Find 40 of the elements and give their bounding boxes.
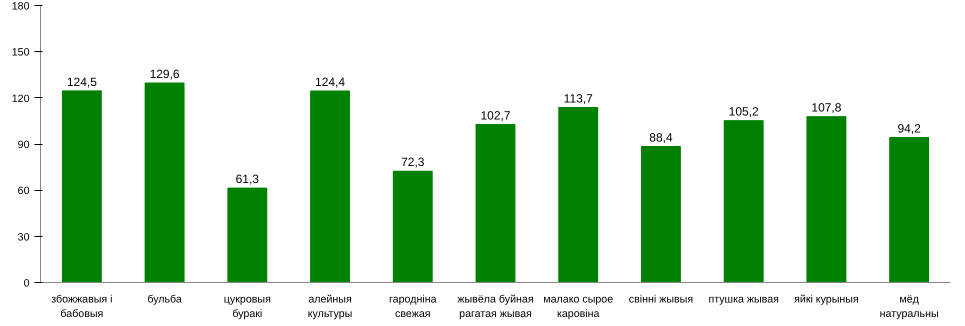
bar [144, 82, 185, 282]
bar [227, 188, 268, 282]
bar [889, 137, 930, 282]
bar [310, 90, 350, 282]
y-tick-label: 150 [12, 46, 30, 59]
data-label: 124,4 [315, 75, 346, 90]
bar [392, 170, 433, 282]
y-tick-label: 60 [18, 185, 30, 198]
y-tick-label: 0 [24, 278, 30, 290]
bar [724, 120, 764, 282]
data-label: 61,3 [236, 172, 260, 186]
bar [476, 124, 516, 282]
data-label: 94,2 [897, 122, 922, 136]
bar [641, 146, 681, 282]
bar [558, 107, 598, 282]
x-tick-label: гародніна свежая [389, 294, 437, 320]
x-tick-label: яйкі курыныя [794, 294, 859, 306]
x-tick-label: свінні жывыя [628, 294, 694, 306]
data-label: 107,8 [811, 100, 842, 115]
bar [806, 116, 846, 282]
y-tick-label: 30 [18, 231, 30, 244]
data-label: 88,4 [649, 130, 673, 144]
y-tick-label: 180 [12, 0, 30, 12]
x-tick-label: птушка жывая [708, 294, 780, 306]
data-label: 105,2 [728, 104, 760, 119]
x-tick-label: цукровыя буракі [224, 294, 272, 320]
data-label: 113,7 [564, 92, 594, 106]
data-label: 72,3 [401, 155, 425, 170]
x-tick-label: алейныя культуры [308, 294, 352, 320]
data-label: 129,6 [150, 67, 180, 82]
data-label: 102,7 [480, 108, 511, 122]
y-tick-label: 120 [12, 92, 30, 105]
bar [62, 90, 102, 282]
x-tick-label: збожжавыя і бабовыя [51, 294, 113, 320]
y-tick-label: 90 [18, 139, 30, 151]
x-tick-label: бульба [147, 294, 182, 306]
x-tick-label: мёд натуральны [880, 294, 939, 320]
x-tick-label: малако сырое каровіна [543, 294, 614, 320]
data-label: 124,5 [66, 74, 98, 89]
x-tick-label: жывёла буйная рагатая жывая [457, 294, 534, 320]
